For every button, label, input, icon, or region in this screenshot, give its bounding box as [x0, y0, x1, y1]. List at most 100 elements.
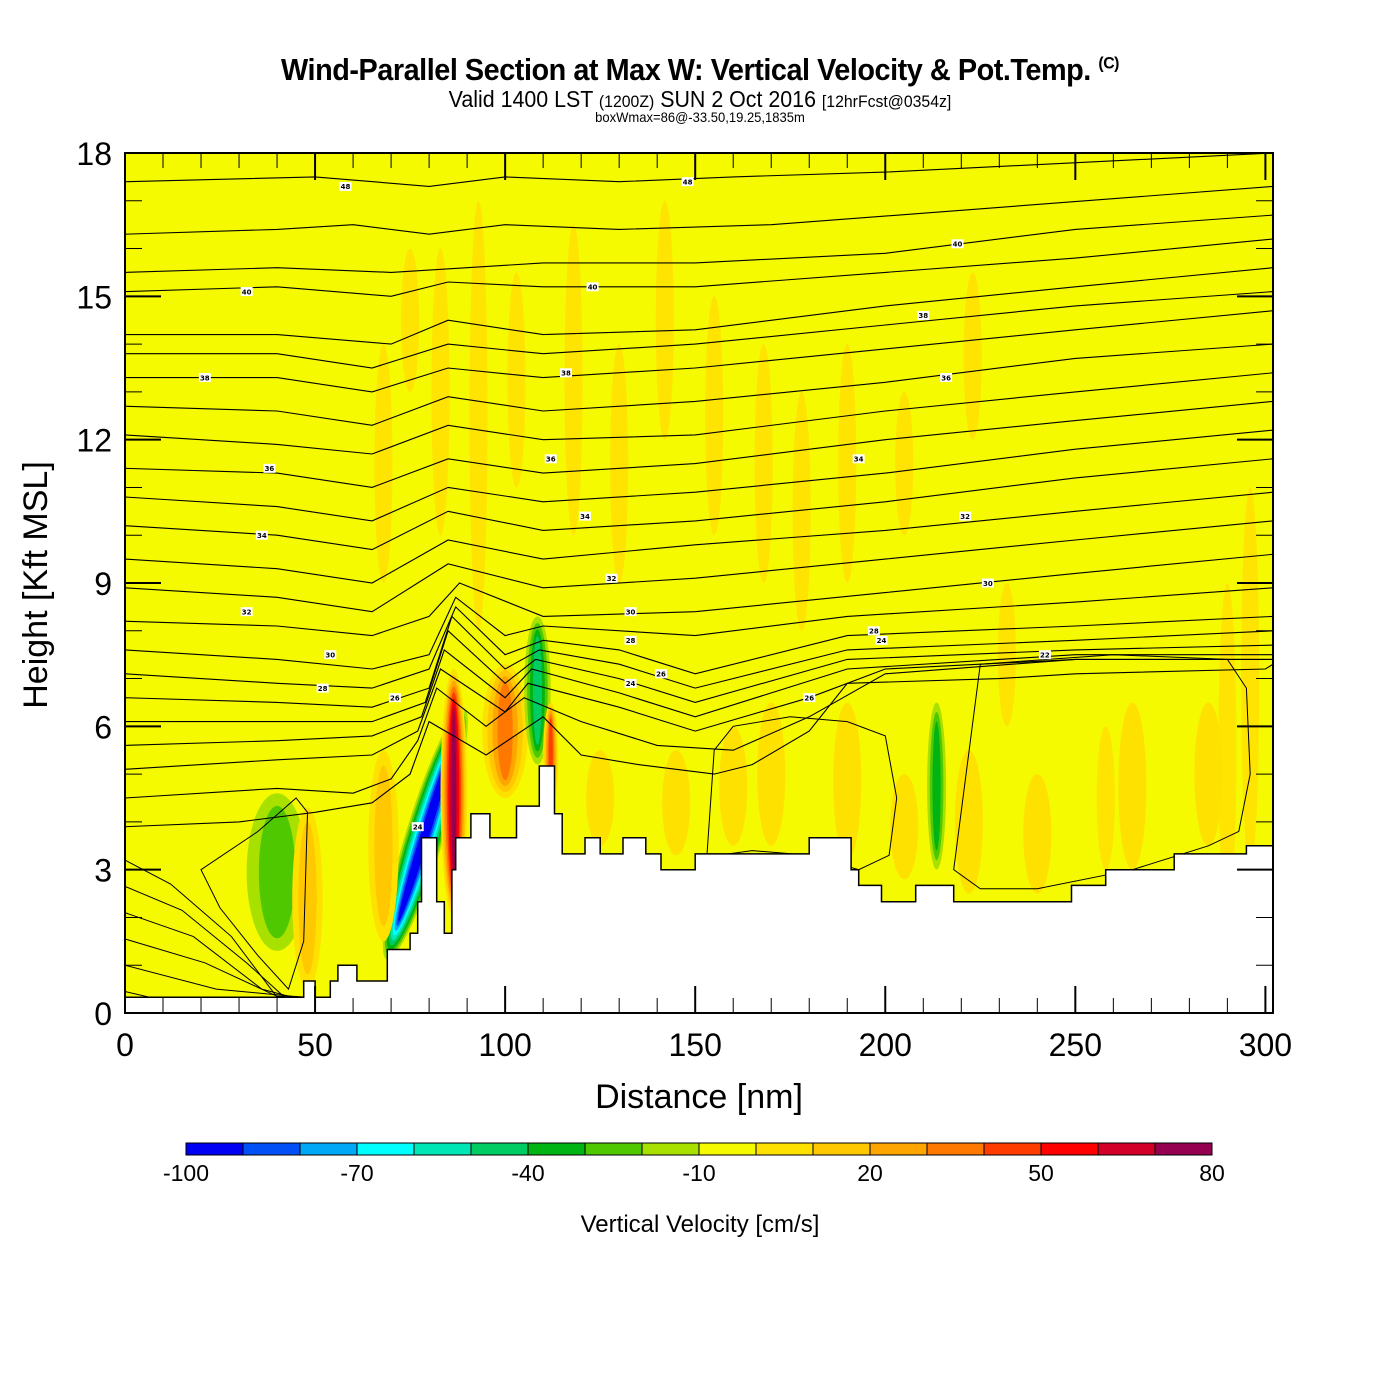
contour-label-text: 28	[869, 628, 879, 636]
contour-label-box	[959, 511, 972, 521]
isentrope-30	[125, 553, 1273, 637]
isentrope-low	[125, 885, 285, 998]
contour-label-box	[803, 693, 816, 703]
valid-prefix: Valid 1400 LST	[448, 86, 593, 112]
updraft-streak	[374, 344, 393, 583]
contour-label-box	[852, 454, 865, 464]
colorbar-swatch	[755, 1142, 814, 1156]
contour-label-text: 48	[683, 178, 693, 186]
y-tick-label: 12	[76, 423, 112, 459]
updraft-region	[1118, 702, 1147, 870]
isentrope-44	[125, 214, 1273, 273]
x-axis-title: Distance [nm]	[595, 1078, 803, 1116]
colorbar-title: Vertical Velocity [cm/s]	[581, 1211, 820, 1238]
contour-label: 32	[959, 511, 972, 521]
contour-label-box	[586, 282, 599, 292]
updraft-band	[298, 822, 317, 975]
colorbar-swatch	[1097, 1142, 1156, 1156]
colorbar-swatch	[527, 1142, 586, 1156]
contour-label: 26	[388, 693, 401, 703]
contour-label-text: 32	[960, 513, 970, 521]
contour-label: 24	[624, 678, 637, 688]
x-tick-label: 100	[478, 1027, 531, 1063]
contour-label-box	[263, 463, 276, 473]
isentrope-low	[125, 859, 278, 998]
updraft-streak	[963, 272, 982, 440]
contour-label: 40	[951, 239, 964, 249]
contour-label-box	[654, 669, 667, 679]
contour-label-box	[388, 693, 401, 703]
isentrope-25	[125, 648, 1273, 746]
contour-label: 30	[324, 650, 337, 659]
isentrope-34	[125, 429, 1273, 522]
contour-label-box	[411, 822, 424, 832]
colorbar-swatch	[185, 1142, 244, 1156]
isentrope-37	[125, 343, 1273, 426]
contour-label-text: 32	[242, 608, 252, 616]
contour-label-text: 36	[265, 465, 275, 473]
contour-label: 38	[917, 310, 930, 320]
contour-label-box	[544, 454, 557, 464]
colorbar-swatch	[926, 1142, 985, 1156]
chart-subtitle: Valid 1400 LST (1200Z) SUN 2 Oct 2016 [1…	[49, 86, 1351, 113]
updraft-band	[451, 709, 457, 877]
updraft-region	[1023, 774, 1052, 894]
contour-label-text: 40	[242, 288, 252, 296]
colorbar-swatch	[584, 1142, 643, 1156]
colorbar-swatch	[299, 1142, 358, 1156]
contour-label-text: 28	[318, 685, 328, 693]
isentrope-40	[125, 267, 1273, 345]
updraft-region	[662, 750, 691, 856]
isentrope-29	[125, 587, 1273, 670]
downdraft-band	[932, 721, 941, 851]
contour-label-text: 48	[341, 183, 351, 191]
x-tick-label: 0	[116, 1027, 134, 1063]
isentrope-35	[125, 400, 1273, 488]
updraft-streak	[754, 344, 773, 583]
contour-label-text: 26	[656, 671, 666, 679]
contour-label-box	[316, 683, 329, 693]
forecast-info: [12hrFcst@0354z]	[821, 92, 952, 111]
plot-frame	[124, 152, 1274, 1014]
contour-label-box	[1038, 650, 1051, 660]
contour-label-box	[605, 573, 618, 583]
contour-label-box	[624, 607, 637, 617]
updraft-band	[497, 682, 513, 781]
contour-label: 38	[198, 373, 211, 382]
y-tick-label: 0	[94, 996, 112, 1032]
isentrope-26	[125, 629, 1273, 723]
downdraft-band	[399, 751, 451, 917]
contour-label-text: 30	[626, 608, 636, 616]
isentrope-32	[125, 491, 1273, 584]
contour-label-text: 22	[1040, 651, 1050, 659]
isentrope-22	[125, 663, 1273, 828]
contour-label: 34	[255, 530, 268, 540]
contour-label: 32	[240, 607, 253, 616]
contour-label: 22	[1038, 650, 1051, 660]
chart-title: Wind-Parallel Section at Max W: Vertical…	[49, 52, 1351, 88]
colorbar-tick-label: -70	[340, 1160, 373, 1186]
colorbar-swatch	[698, 1142, 757, 1156]
colorbar-swatch	[1154, 1142, 1213, 1156]
vertical-velocity-field	[246, 200, 1260, 990]
updraft-region	[586, 750, 615, 846]
isentrope-36	[125, 372, 1273, 455]
contour-label-box	[981, 578, 994, 588]
isentrope-28	[125, 605, 1273, 689]
contour-label-text: 40	[953, 241, 963, 249]
colorbar-swatch	[983, 1142, 1042, 1156]
contour-label: 36	[263, 463, 276, 473]
closed-isentrope	[953, 654, 1251, 890]
colorbar: -100 -70 -40 -10 20 50 80	[163, 1142, 1225, 1186]
isentrope-low	[125, 912, 293, 998]
contour-label: 28	[624, 635, 637, 645]
contour-label: 32	[605, 573, 618, 583]
isentrope-38	[125, 310, 1273, 393]
isentrope-48	[125, 153, 1273, 187]
contour-label: 34	[578, 511, 591, 521]
contour-label: 38	[559, 368, 572, 378]
updraft-region	[1194, 702, 1223, 846]
contour-label: 40	[240, 287, 253, 296]
contour-label-box	[951, 239, 964, 249]
